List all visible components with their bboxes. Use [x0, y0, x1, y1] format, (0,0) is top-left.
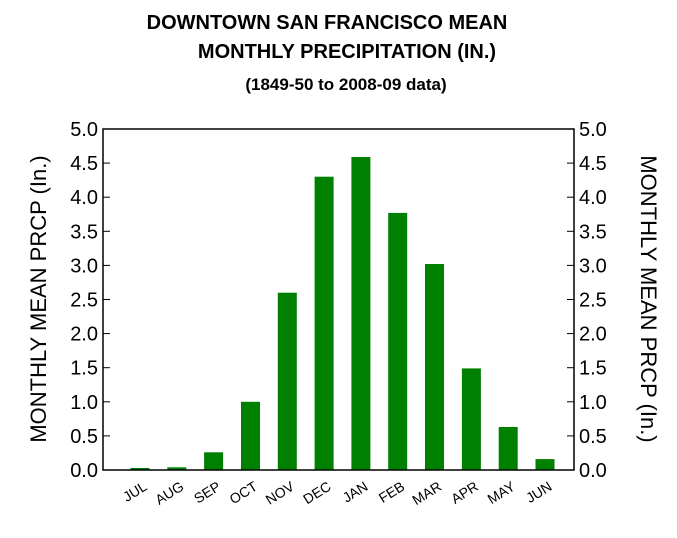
- y-tick-label-left-4.5: 4.5: [70, 153, 98, 175]
- chart-title-line2: MONTHLY PRECIPITATION (IN.): [198, 41, 496, 63]
- y-tick-label-right-3.0: 3.0: [579, 255, 607, 277]
- y-tick-label-left-3.5: 3.5: [70, 221, 98, 243]
- y-tick-label-left-1.0: 1.0: [70, 392, 98, 414]
- x-tick-label-jan: JAN: [340, 478, 371, 506]
- y-tick-label-right-1.5: 1.5: [579, 358, 607, 380]
- chart-title-line1: DOWNTOWN SAN FRANCISCO MEAN: [147, 12, 508, 34]
- y-tick-label-right-4.5: 4.5: [579, 153, 607, 175]
- x-tick-label-mar: MAR: [409, 478, 444, 508]
- x-tick-label-feb: FEB: [376, 478, 408, 506]
- y-tick-label-left-1.5: 1.5: [70, 358, 98, 380]
- y-tick-label-left-4.0: 4.0: [70, 187, 98, 209]
- y-tick-label-left-0.5: 0.5: [70, 426, 98, 448]
- y-tick-label-left-0.0: 0.0: [70, 460, 98, 482]
- x-tick-label-nov: NOV: [263, 478, 298, 508]
- x-ticks-group: JUL AUG SEP OCT NOV DEC JAN FEB MAR APR MAY JUN: [120, 478, 555, 508]
- bar-jul: [130, 468, 150, 470]
- y-tick-label-right-4.0: 4.0: [579, 187, 607, 209]
- right-ticks-group: 0.0 0.5 1.0 1.5 2.0 2.5 3.0 3.5 4.0 4.5 5.0: [567, 119, 607, 482]
- bar-dec: [314, 176, 334, 470]
- plot-frame: [102, 128, 575, 471]
- chart-subtitle: (1849-50 to 2008-09 data): [245, 75, 446, 94]
- y-tick-label-right-0.0: 0.0: [579, 460, 607, 482]
- x-tick-label-jun: JUN: [523, 478, 555, 506]
- y-tick-label-right-1.0: 1.0: [579, 392, 607, 414]
- bar-mar: [425, 264, 444, 470]
- y-tick-label-right-2.5: 2.5: [579, 290, 607, 312]
- bar-feb: [388, 212, 408, 470]
- left-ticks-group: 0.0 0.5 1.0 1.5 2.0 2.5 3.0 3.5 4.0 4.5 5.0: [70, 119, 110, 482]
- bar-apr: [461, 368, 481, 470]
- bar-sep: [204, 452, 224, 470]
- y-tick-label-right-0.5: 0.5: [579, 426, 607, 448]
- x-tick-label-dec: DEC: [300, 478, 334, 507]
- y-tick-label-left-2.5: 2.5: [70, 290, 98, 312]
- y-tick-label-right-5.0: 5.0: [579, 119, 607, 141]
- y-tick-label-left-3.0: 3.0: [70, 255, 98, 277]
- y-tick-label-right-3.5: 3.5: [579, 221, 607, 243]
- bar-jan: [351, 157, 371, 470]
- bar-jun: [535, 459, 555, 470]
- y-axis-label-right: MONTHLY MEAN PRCP (In.): [636, 155, 661, 442]
- x-tick-label-jul: JUL: [120, 478, 150, 505]
- bar-aug: [167, 467, 187, 470]
- x-tick-label-aug: AUG: [152, 478, 186, 508]
- x-tick-label-may: MAY: [484, 478, 518, 507]
- y-tick-label-left-2.0: 2.0: [70, 324, 98, 346]
- y-axis-label-left: MONTHLY MEAN PRCP (In.): [26, 155, 51, 442]
- y-tick-label-left-5.0: 5.0: [70, 119, 98, 141]
- bars-group: [130, 157, 555, 470]
- x-tick-label-apr: APR: [448, 478, 481, 507]
- y-tick-label-right-2.0: 2.0: [579, 324, 607, 346]
- bar-may: [498, 427, 518, 470]
- bar-nov: [277, 292, 297, 470]
- x-tick-label-sep: SEP: [191, 478, 223, 506]
- x-tick-label-oct: OCT: [226, 478, 260, 507]
- bar-oct: [241, 401, 260, 470]
